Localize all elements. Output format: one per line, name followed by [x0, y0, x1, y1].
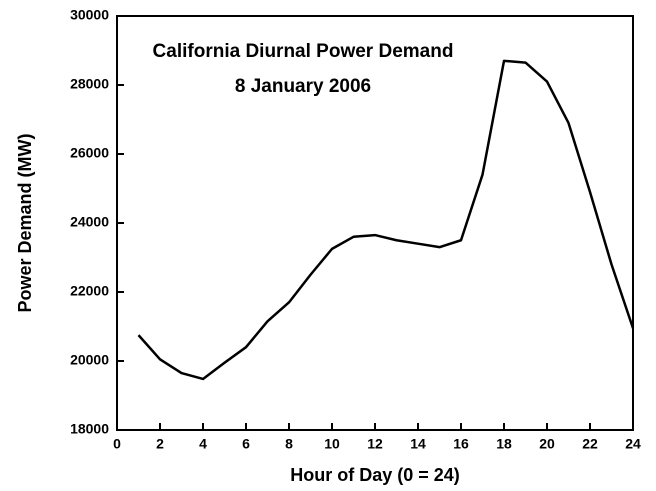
x-tick-label: 0	[113, 436, 121, 452]
x-tick-label: 2	[156, 436, 164, 452]
x-tick-label: 14	[410, 436, 426, 452]
x-tick-label: 4	[199, 436, 207, 452]
y-tick-label: 22000	[70, 283, 109, 299]
y-axis-label: Power Demand (MW)	[15, 133, 35, 312]
data-line	[137, 59, 635, 381]
x-tick-label: 12	[367, 436, 383, 452]
y-tick-label: 26000	[70, 145, 109, 161]
x-tick-label: 16	[453, 436, 469, 452]
x-axis-label: Hour of Day (0 = 24)	[290, 465, 460, 485]
x-tick-label: 10	[324, 436, 340, 452]
y-tick-label: 20000	[70, 352, 109, 368]
y-tick-label: 30000	[70, 7, 109, 23]
chart-title: California Diurnal Power Demand	[153, 41, 454, 62]
x-tick-label: 18	[496, 436, 512, 452]
x-tick-label: 20	[539, 436, 555, 452]
x-tick-label: 6	[242, 436, 250, 452]
chart-subtitle: 8 January 2006	[235, 76, 371, 97]
x-tick-label: 22	[582, 436, 598, 452]
y-tick-label: 24000	[70, 214, 109, 230]
x-tick-label: 24	[625, 436, 641, 452]
plot-frame	[116, 15, 634, 431]
x-tick-label: 8	[285, 436, 293, 452]
y-tick-label: 28000	[70, 76, 109, 92]
y-tick-label: 18000	[70, 421, 109, 437]
